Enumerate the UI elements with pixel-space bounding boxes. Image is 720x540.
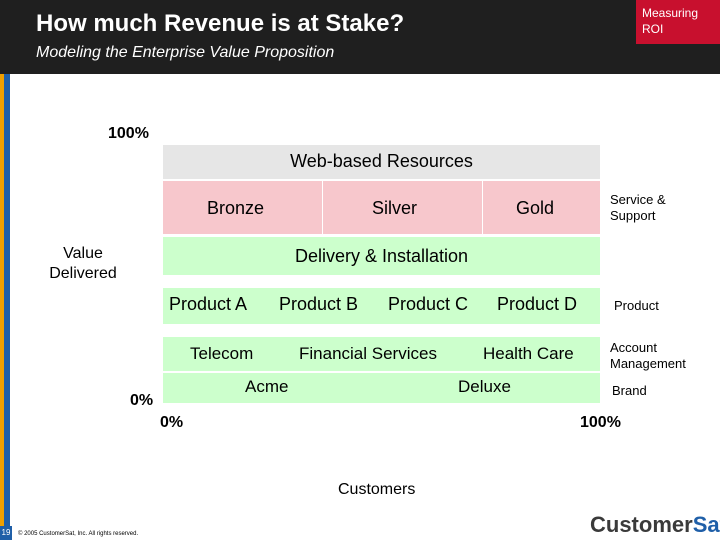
- tier-divider: [482, 181, 483, 234]
- account-financial: Financial Services: [299, 344, 437, 363]
- category-brand-label: Brand: [612, 383, 647, 398]
- left-accent-bar: [0, 74, 10, 540]
- product-a: Product A: [169, 294, 248, 314]
- y-top-label: 100%: [108, 125, 149, 142]
- category-account-label: Account Management: [610, 340, 686, 371]
- band-accounts: [163, 337, 600, 371]
- band-web-label: Web-based Resources: [290, 151, 473, 171]
- brand-deluxe: Deluxe: [458, 377, 511, 396]
- customersat-logo: CustomerSat: [590, 512, 720, 538]
- product-b: Product B: [279, 294, 359, 314]
- band-brand: [163, 373, 600, 403]
- x-right-label: 100%: [580, 414, 621, 431]
- slide-number: 19: [0, 526, 12, 540]
- x-axis-label: Customers: [338, 481, 416, 498]
- band-products: [163, 288, 600, 324]
- logo-prefix: Customer: [590, 512, 693, 537]
- account-telecom: Telecom: [190, 344, 254, 363]
- brand-acme: Acme: [245, 377, 289, 396]
- section-tag-label: Measuring ROI: [642, 6, 699, 36]
- band-delivery-label: Delivery & Installation: [294, 246, 469, 266]
- tier-divider: [322, 181, 323, 234]
- section-tag: Measuring ROI: [636, 0, 720, 44]
- product-d: Product D: [497, 294, 578, 314]
- tier-bronze: Bronze: [207, 198, 265, 218]
- category-product-label: Product: [614, 298, 659, 313]
- header-bar: How much Revenue is at Stake? Modeling t…: [0, 0, 720, 74]
- tier-gold: Gold: [516, 198, 555, 218]
- left-accent-stripe: [0, 74, 4, 540]
- category-service-label: Service & Support: [610, 192, 666, 223]
- tier-silver: Silver: [372, 198, 418, 218]
- band-web-resources: [163, 145, 600, 179]
- slide-title: How much Revenue is at Stake?: [36, 10, 405, 37]
- x-left-label: 0%: [160, 414, 184, 431]
- band-service-support: [163, 181, 600, 234]
- slide-subtitle: Modeling the Enterprise Value Propositio…: [36, 44, 335, 61]
- copyright-text: © 2005 CustomerSat, Inc. All rights rese…: [18, 531, 139, 537]
- logo-suffix: Sat: [692, 512, 720, 537]
- y-axis-label: Value Delivered: [49, 245, 117, 282]
- band-delivery: [163, 237, 600, 275]
- product-c: Product C: [388, 294, 469, 314]
- account-health: Health Care: [483, 344, 574, 363]
- y-bottom-label: 0%: [130, 392, 154, 409]
